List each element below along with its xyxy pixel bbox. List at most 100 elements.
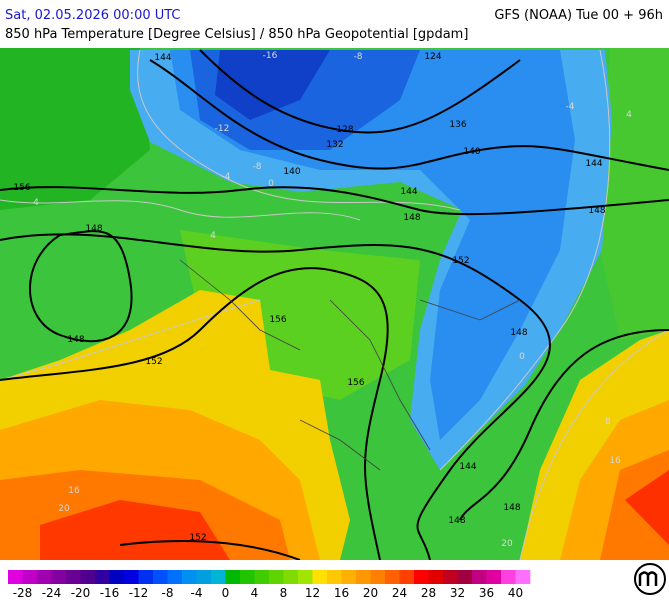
isotherm-label: -16 [263,51,278,61]
colorbar-segment [283,570,299,584]
contour [149,59,669,171]
colorbar-segment [457,570,473,584]
colorbar-segment [312,570,328,584]
colorbar-segment [80,570,96,584]
colorbar-segment [356,570,371,584]
contour-label: 132 [326,140,343,150]
contour-label: 144 [585,159,602,169]
isotherm-label: -8 [253,162,262,172]
isotherm-label: 16 [609,456,621,466]
colorbar-segment [399,570,415,584]
colorbar-segment [443,570,458,584]
colorbar-segment [95,570,110,584]
model-run: GFS (NOAA) Tue 00 + 96h [494,8,663,23]
colorbar-segment [254,570,270,584]
contour-label: 152 [452,256,469,266]
field [0,48,150,210]
colorbar-segment [298,570,313,584]
colorbar-tick-label: 36 [479,586,494,600]
field [600,48,669,340]
colorbar-tick-label: 12 [305,586,320,600]
coastline [179,259,521,471]
colorbar-segment [51,570,67,584]
contour [0,267,389,560]
isotherm-label: -4 [566,102,575,112]
isotherm-label: -8 [354,52,363,62]
contour [199,49,521,134]
colorbar-segment [341,570,357,584]
colorbar-tick-label: 40 [508,586,523,600]
colorbar-tick-label: -28 [13,586,33,600]
isotherm-label: 4 [210,231,216,241]
colorbar-tick-label: -12 [129,586,149,600]
map: 144 124 128 136 132 140 140 144 144 148 148 156 148 1… [0,48,669,560]
contour-label: 152 [145,357,162,367]
colorbar-segment [269,570,284,584]
isotherm-label: 4 [626,110,632,120]
contour-label: 140 [463,147,480,157]
contour-label: 148 [588,206,605,216]
colorbar-segment [385,570,400,584]
colorbar-tick-label: 32 [450,586,465,600]
colorbar-segment [182,570,197,584]
colorbar-tick-label: 16 [334,586,349,600]
colorbar: -28 -24 -20 -16 -12 -8 -4 0 4 8 12 16 20 24 28 32 36 40 [8,570,531,600]
isotherm-label: 0 [519,352,525,362]
contour-label: 124 [424,52,441,62]
contour-label: 136 [449,120,466,130]
colorbar-segment [414,570,429,584]
colorbar-tick-label: 24 [392,586,407,600]
colorbar-tick-label: 0 [222,586,230,600]
isotherm-label: -4 [222,172,231,182]
colorbar-segment [153,570,168,584]
colorbar-segment [138,570,154,584]
isotherm [0,49,669,560]
colorbar-segment [225,570,241,584]
contour-label: 148 [503,503,520,513]
colorbar-segment [196,570,212,584]
map-labels: 144 124 128 136 132 140 140 144 144 148 148 156 148 1… [13,51,632,549]
colorbar-tick-label: 20 [363,586,378,600]
colorbar-tick-label: -16 [100,586,120,600]
subtitle: 850 hPa Temperature [Degree Celsius] / 8… [5,27,468,42]
valid-time: Sat, 02.05.2026 00:00 UTC [5,8,181,23]
colorbar-segment [22,570,38,584]
contour-label: 144 [154,53,171,63]
colorbar-segment [8,570,23,584]
colorbar-segment [124,570,139,584]
colorbar-segment [167,570,183,584]
contour-label: 144 [400,187,417,197]
contour-label: 156 [269,315,286,325]
contour [0,233,551,560]
colorbar-tick-label: -8 [162,586,174,600]
colorbar-tick-label: 4 [251,586,259,600]
colorbar-segment [37,570,52,584]
contour-label: 148 [510,328,527,338]
isotherm-label: 20 [58,504,70,514]
colorbar-segment [370,570,386,584]
contour-label: 152 [189,533,206,543]
colorbar-tick-label: -24 [42,586,62,600]
colorbar-segment [66,570,81,584]
colorbar-segment [472,570,487,584]
contour [0,186,669,216]
isotherm-label: 8 [605,417,611,427]
colorbar-segment [211,570,226,584]
logo [634,563,666,595]
contour-label: 156 [13,183,30,193]
colorbar-segment [515,570,531,584]
field [215,50,330,120]
contour [119,539,301,560]
contour-label: 156 [347,378,364,388]
contour-label: 148 [85,224,102,234]
colorbar-tick-label: 28 [421,586,436,600]
colorbar-segment [486,570,502,584]
isotherm-label: 0 [268,179,274,189]
isotherm-label: 16 [68,486,80,496]
field [40,500,230,560]
isotherm-label: 4 [33,198,39,208]
colorbar-tick-label: -4 [191,586,203,600]
contour-label: 140 [283,167,300,177]
contour [459,329,669,521]
